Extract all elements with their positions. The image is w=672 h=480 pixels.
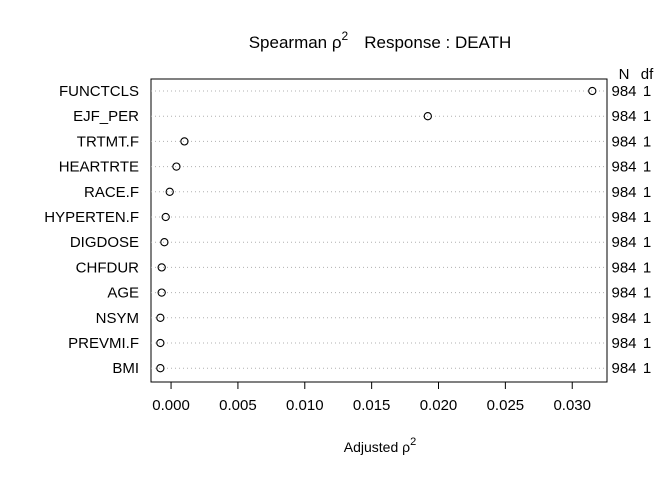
df-value: 1 bbox=[643, 83, 651, 100]
x-tick-label: 0.005 bbox=[219, 397, 257, 414]
data-point bbox=[156, 313, 165, 322]
df-value: 1 bbox=[643, 209, 651, 226]
x-axis: 0.000 0.005 0.010 0.015 0.020 0.025 0.030 bbox=[152, 381, 591, 414]
df-value: 1 bbox=[643, 360, 651, 377]
n-value: 984 bbox=[611, 335, 636, 352]
row-gridlines bbox=[151, 90, 607, 369]
chart-title: Spearman ρ2 Response : DEATH bbox=[249, 29, 512, 52]
n-column-header: N bbox=[619, 66, 630, 83]
data-point bbox=[180, 137, 189, 146]
plot-frame bbox=[150, 78, 608, 383]
x-tick-label: 0.025 bbox=[487, 397, 525, 414]
row-label: CHFDUR bbox=[76, 259, 139, 276]
row-label: PREVMI.F bbox=[68, 335, 139, 352]
n-df-labels: 984 1 984 1 984 1 984 1 984 1 984 1 984 1 984 1 984 1 984 1… bbox=[611, 83, 651, 377]
df-value: 1 bbox=[643, 310, 651, 327]
df-value: 1 bbox=[643, 108, 651, 125]
x-axis-title: Adjusted ρ2 bbox=[344, 436, 416, 455]
row-labels: FUNCTCLS EJF_PER TRTMT.F HEARTRTE RACE.F HYPE… bbox=[44, 83, 139, 377]
data-point bbox=[172, 162, 181, 171]
row-label: EJF_PER bbox=[73, 108, 139, 125]
x-tick-label: 0.030 bbox=[553, 397, 591, 414]
x-tick-label: 0.020 bbox=[420, 397, 458, 414]
n-value: 984 bbox=[611, 285, 636, 302]
df-value: 1 bbox=[643, 335, 651, 352]
x-tick-label: 0.010 bbox=[286, 397, 324, 414]
data-point bbox=[156, 364, 165, 373]
row-label: HYPERTEN.F bbox=[44, 209, 139, 226]
n-value: 984 bbox=[611, 108, 636, 125]
data-point bbox=[157, 288, 166, 297]
df-value: 1 bbox=[643, 259, 651, 276]
data-point bbox=[161, 212, 170, 222]
data-points bbox=[156, 86, 597, 373]
data-point bbox=[156, 338, 165, 348]
n-value: 984 bbox=[611, 83, 636, 100]
data-point bbox=[165, 187, 174, 196]
n-value: 984 bbox=[611, 209, 636, 226]
n-value: 984 bbox=[611, 360, 636, 377]
row-label: AGE bbox=[107, 285, 139, 302]
n-value: 984 bbox=[611, 259, 636, 276]
n-value: 984 bbox=[611, 159, 636, 176]
row-label: DIGDOSE bbox=[70, 234, 139, 251]
row-label: BMI bbox=[112, 360, 139, 377]
row-label: FUNCTCLS bbox=[59, 83, 139, 100]
n-value: 984 bbox=[611, 184, 636, 201]
n-value: 984 bbox=[611, 310, 636, 327]
row-label: NSYM bbox=[96, 310, 139, 327]
x-tick-label: 0.015 bbox=[353, 397, 391, 414]
x-tick-label: 0.000 bbox=[152, 397, 190, 414]
row-label: HEARTRTE bbox=[59, 159, 139, 176]
n-value: 984 bbox=[611, 234, 636, 251]
df-value: 1 bbox=[643, 133, 651, 150]
row-label: RACE.F bbox=[84, 184, 139, 201]
data-point bbox=[160, 238, 169, 247]
row-label: TRTMT.F bbox=[77, 133, 139, 150]
data-point bbox=[423, 112, 432, 121]
df-value: 1 bbox=[643, 285, 651, 302]
df-value: 1 bbox=[643, 184, 651, 201]
df-column-header: df bbox=[641, 66, 654, 83]
data-point bbox=[588, 86, 597, 96]
n-value: 984 bbox=[611, 133, 636, 150]
df-value: 1 bbox=[643, 234, 651, 251]
df-value: 1 bbox=[643, 159, 651, 176]
data-point bbox=[157, 263, 166, 272]
